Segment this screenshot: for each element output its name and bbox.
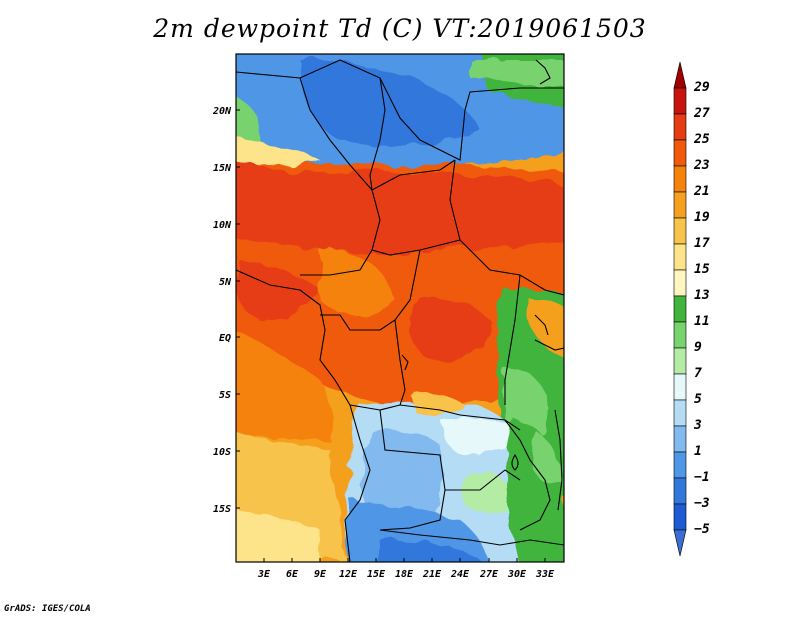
colorbar-segment bbox=[673, 321, 687, 349]
colorbar-label: 29 bbox=[693, 80, 710, 95]
chart-title: 2m dewpoint Td (C) VT:2019061503 bbox=[153, 14, 647, 43]
colorbar-label: −3 bbox=[694, 496, 710, 511]
map-frame bbox=[235, 53, 565, 563]
colorbar-segment bbox=[673, 243, 687, 271]
colorbar-label: −1 bbox=[694, 470, 710, 485]
longitude-axis: 3E 6E 9E 12E 15E 18E 21E 24E 27E 30E 33E bbox=[257, 558, 555, 580]
colorbar-label: 27 bbox=[693, 106, 710, 121]
colorbar-segment bbox=[673, 399, 687, 427]
colorbar-segment bbox=[673, 451, 687, 479]
software-credit: GrADS: IGES/COLA bbox=[4, 604, 91, 614]
lat-label: 5N bbox=[219, 277, 232, 288]
colorbar-label: 7 bbox=[694, 366, 702, 381]
colorbar-segment bbox=[673, 269, 687, 297]
colorbar-label: 13 bbox=[694, 288, 710, 303]
colorbar-label: 11 bbox=[694, 314, 710, 329]
colorbar-label: 23 bbox=[693, 158, 710, 173]
lon-label: 6E bbox=[286, 569, 299, 580]
colorbar-segment bbox=[673, 113, 687, 141]
lat-label: 15S bbox=[213, 504, 231, 515]
lon-label: 18E bbox=[395, 569, 414, 580]
colorbar-segment bbox=[673, 191, 687, 219]
lat-label: 10S bbox=[213, 447, 231, 458]
colorbar: 29 27 25 23 21 19 17 15 13 11 9 7 5 3 1 … bbox=[673, 61, 710, 557]
latitude-axis: 20N 15N 10N 5N EQ 5S 10S 15S bbox=[212, 106, 240, 515]
colorbar-label: 1 bbox=[694, 444, 702, 459]
colorbar-segment bbox=[673, 529, 687, 557]
lat-label: 5S bbox=[219, 390, 231, 401]
colorbar-label: 5 bbox=[694, 392, 702, 407]
lon-label: 21E bbox=[422, 569, 442, 580]
colorbar-label: 3 bbox=[693, 418, 702, 433]
colorbar-segment bbox=[673, 295, 687, 323]
lat-label: 15N bbox=[213, 163, 232, 174]
colorbar-segment bbox=[673, 347, 687, 375]
lon-label: 33E bbox=[535, 569, 555, 580]
dewpoint-field bbox=[236, 54, 564, 562]
lon-label: 27E bbox=[479, 569, 499, 580]
colorbar-label: −5 bbox=[694, 522, 710, 537]
colorbar-segment bbox=[673, 503, 687, 531]
colorbar-label: 21 bbox=[693, 184, 710, 199]
lon-label: 3E bbox=[257, 569, 271, 580]
colorbar-segment bbox=[673, 217, 687, 245]
lon-label: 15E bbox=[367, 569, 386, 580]
colorbar-label: 19 bbox=[694, 210, 710, 225]
colorbar-segment bbox=[673, 139, 687, 167]
lat-label: EQ bbox=[219, 333, 231, 344]
colorbar-segment bbox=[673, 87, 687, 115]
colorbar-segment bbox=[673, 425, 687, 453]
lon-label: 9E bbox=[314, 569, 327, 580]
colorbar-segment bbox=[673, 165, 687, 193]
lon-label: 12E bbox=[339, 569, 358, 580]
colorbar-label: 9 bbox=[694, 340, 702, 355]
colorbar-label: 15 bbox=[694, 262, 710, 277]
lon-label: 30E bbox=[507, 569, 527, 580]
lon-label: 24E bbox=[450, 569, 470, 580]
colorbar-segment bbox=[673, 373, 687, 401]
lat-label: 20N bbox=[212, 106, 232, 117]
colorbar-label: 17 bbox=[694, 236, 710, 251]
colorbar-label: 25 bbox=[693, 132, 710, 147]
colorbar-segment bbox=[673, 61, 687, 89]
colorbar-segment bbox=[673, 477, 687, 505]
lat-label: 10N bbox=[213, 220, 232, 231]
